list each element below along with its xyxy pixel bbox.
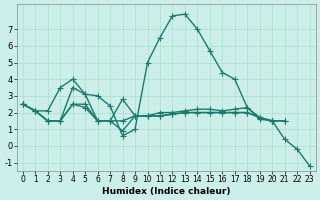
X-axis label: Humidex (Indice chaleur): Humidex (Indice chaleur) — [102, 187, 230, 196]
